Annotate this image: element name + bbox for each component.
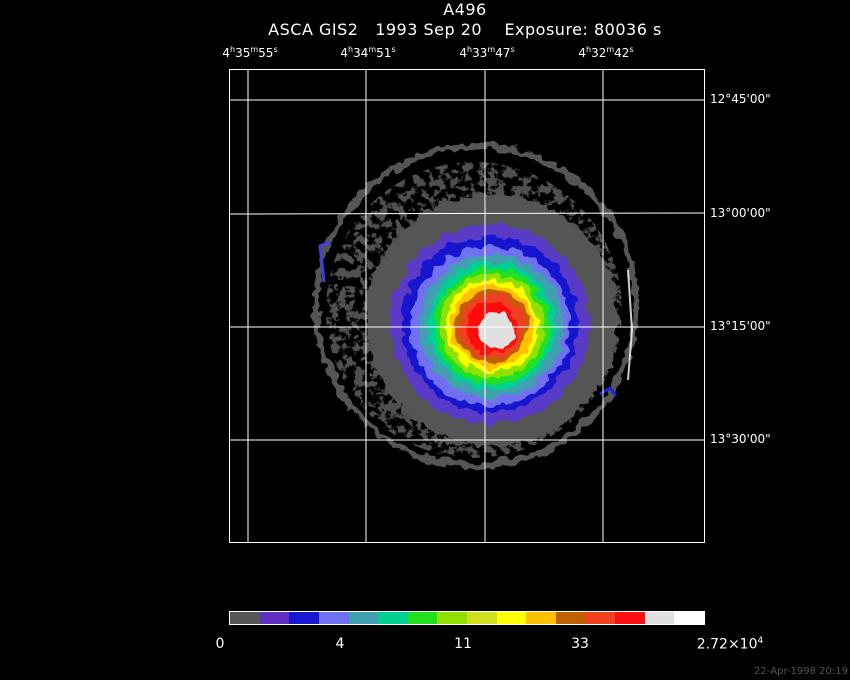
colorbar-swatch (674, 612, 704, 624)
xray-image-svg (230, 70, 704, 542)
colorbar-swatch (526, 612, 556, 624)
xray-image (229, 69, 705, 543)
colorbar-swatch (615, 612, 645, 624)
colorbar-swatch (259, 612, 290, 624)
dec-tick-label: 12°45'00" (710, 92, 771, 106)
colorbar-swatch (644, 612, 675, 624)
colorbar-swatch (496, 612, 527, 624)
observation-info: ASCA GIS2 1993 Sep 20 Exposure: 80036 s (268, 20, 662, 39)
colorbar (229, 611, 705, 625)
colorbar-swatch (230, 612, 260, 624)
colorbar-swatch (407, 612, 438, 624)
dec-tick-label: 13°00'00" (710, 206, 771, 220)
ra-tick-label: 4h34m51s (340, 45, 396, 60)
colorbar-swatch (467, 612, 497, 624)
colorbar-label: 33 (571, 636, 589, 652)
colorbar-swatch (318, 612, 349, 624)
ra-tick-label: 4h33m47s (459, 45, 515, 60)
ra-tick-label: 4h35m55s (222, 45, 278, 60)
ra-tick-label: 4h32m42s (578, 45, 634, 60)
colorbar-label-min: 0 (215, 636, 225, 652)
colorbar-swatch (555, 612, 586, 624)
colorbar-swatch (585, 612, 616, 624)
colorbar-swatch (348, 612, 379, 624)
coordinate-grid (230, 70, 704, 542)
dec-tick-label: 13°15'00" (710, 319, 771, 333)
colorbar-label: 11 (454, 636, 472, 652)
timestamp: 22-Apr-1998 20:19 (754, 666, 848, 677)
dec-tick-label: 13°30'00" (710, 432, 771, 446)
image-title: A496 (443, 0, 487, 19)
colorbar-label: 4 (335, 636, 345, 652)
colorbar-swatch (378, 612, 408, 624)
colorbar-swatch (289, 612, 319, 624)
colorbar-swatch (437, 612, 467, 624)
cluster-emission (366, 194, 618, 446)
colorbar-label-max: 2.72×104 (696, 636, 764, 653)
